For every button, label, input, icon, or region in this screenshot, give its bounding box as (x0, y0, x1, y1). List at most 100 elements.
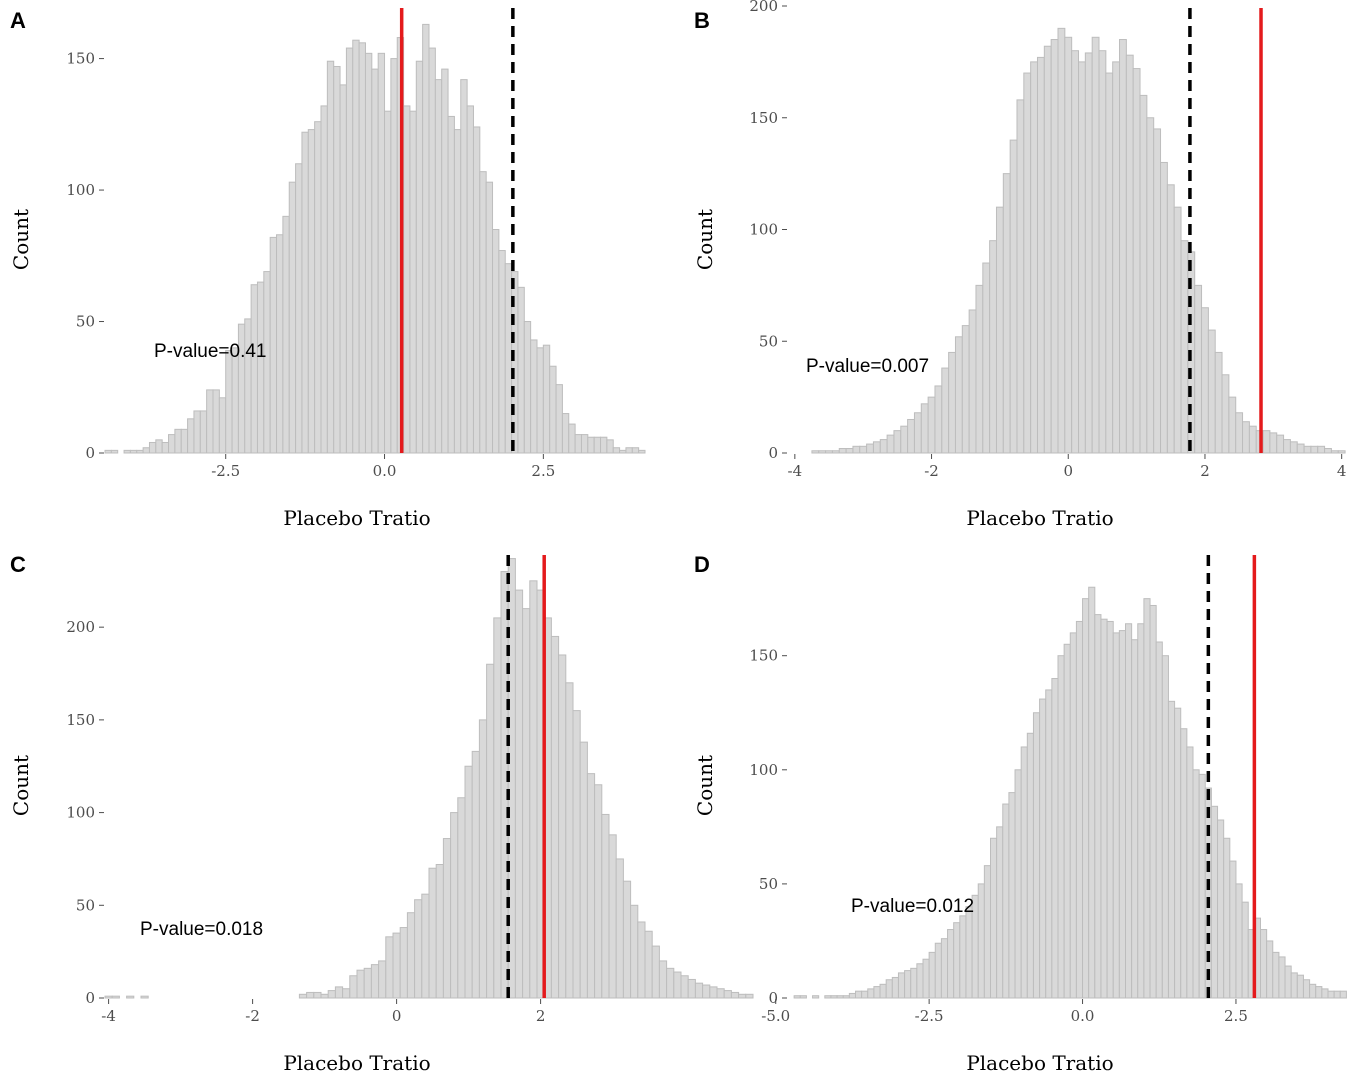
histogram-bar (263, 271, 271, 454)
histogram-bar (1167, 700, 1176, 999)
histogram-bar (282, 215, 290, 454)
histogram-bar (409, 110, 417, 454)
histogram-bar (1221, 374, 1230, 454)
histogram-bar (1075, 620, 1084, 999)
histogram-bar (1030, 61, 1038, 454)
histogram-bar (471, 750, 480, 999)
histogram-bar (225, 349, 233, 454)
histogram-bar (1324, 448, 1332, 454)
x-tick-label: -5.0 (761, 1007, 790, 1025)
histogram-bar (891, 976, 899, 999)
histogram-bar (485, 181, 494, 454)
histogram-bar (968, 309, 977, 454)
histogram-bar (1194, 284, 1203, 454)
histogram-bar (136, 449, 144, 454)
histogram-bar (371, 68, 379, 454)
x-axis-title: Placebo Tratio (966, 1051, 1113, 1075)
histogram-bar (244, 318, 252, 454)
histogram-bar (601, 813, 610, 999)
x-tick-label: 0.0 (373, 462, 397, 480)
histogram-bar (587, 436, 595, 454)
histogram-bar (1023, 72, 1032, 454)
histogram-bar (975, 284, 984, 454)
histogram-bar (1198, 773, 1206, 999)
x-tick-label: 2.5 (1224, 1007, 1248, 1025)
histogram-bar (1016, 99, 1025, 454)
histogram-bar (334, 986, 344, 999)
histogram-bar (709, 986, 718, 999)
histogram-bar (1026, 732, 1034, 999)
histogram-bar (1296, 974, 1304, 999)
panel-tag: C (10, 552, 26, 577)
histogram-bar (1228, 396, 1237, 454)
x-tick-label: 4 (1337, 462, 1347, 480)
histogram-bar (306, 991, 315, 999)
histogram-bar (504, 263, 513, 454)
histogram-bar (403, 105, 411, 454)
histogram-bar (422, 23, 430, 454)
histogram-bar (155, 439, 163, 454)
histogram-bar (1174, 707, 1182, 999)
histogram-bar (812, 995, 820, 999)
x-tick-label: -4 (101, 1007, 116, 1025)
histogram-bar (1094, 614, 1102, 999)
histogram-bar (1272, 951, 1280, 999)
histogram-bar (1192, 769, 1200, 999)
histogram-bar (1057, 27, 1066, 454)
panel-d: D 0 50 100 150 -5.0 -2.5 0.0 2.5 Placebo Tratio Co… (693, 552, 1347, 1075)
y-axis-title: Count (9, 209, 33, 270)
histogram-bar (631, 447, 640, 454)
histogram-bar (464, 765, 473, 999)
histogram-bar (447, 115, 455, 454)
histogram-bar (126, 995, 135, 999)
y-tick-label: 200 (66, 618, 95, 636)
histogram-bar (307, 129, 316, 454)
histogram-bar (1014, 769, 1022, 999)
histogram-bar (606, 439, 614, 454)
y-tick-label: 150 (66, 50, 95, 68)
histogram-bar (1071, 50, 1080, 454)
histogram-bar (831, 450, 840, 454)
histogram-bar (1078, 61, 1086, 454)
y-tick-label: 0 (85, 989, 95, 1007)
histogram-bar (1204, 787, 1212, 999)
histogram-bar (1088, 586, 1096, 999)
histogram-bar (1310, 445, 1319, 454)
histogram-bar (339, 84, 347, 454)
histogram-bar (1180, 240, 1189, 454)
histogram-bar (852, 445, 861, 454)
histogram-bar (867, 988, 875, 999)
histogram-bar (651, 945, 660, 999)
p-value-annotation: P-value=0.007 (806, 356, 929, 377)
histogram-bar (830, 995, 838, 999)
histogram-bar (982, 262, 991, 454)
histogram-bar (848, 992, 857, 999)
histogram-bar (1289, 441, 1298, 454)
histogram-bar (615, 858, 624, 999)
histogram-bar (907, 418, 915, 454)
histogram-bar (460, 79, 468, 454)
histogram-bar (961, 325, 970, 454)
histogram-bar (472, 126, 481, 454)
histogram-bar (295, 163, 303, 454)
histogram-bar (861, 990, 869, 999)
x-tick-label: 0 (1063, 462, 1073, 480)
histogram-bar (1051, 678, 1059, 999)
histogram-bar (187, 418, 195, 454)
histogram-bar (1242, 421, 1250, 454)
histogram-bar (555, 384, 563, 454)
histogram-bar (600, 436, 608, 454)
x-axis-title: Placebo Tratio (283, 1051, 430, 1075)
histogram-bar (825, 450, 833, 454)
histogram-bar (1084, 52, 1093, 454)
histogram-bar (983, 865, 992, 999)
histogram-bar (1002, 173, 1011, 454)
histogram-bar (1137, 623, 1145, 999)
histogram-bar (1303, 445, 1312, 454)
y-tick-label: 100 (749, 761, 778, 779)
histogram-bar (523, 321, 532, 454)
histogram-bar (1143, 598, 1151, 999)
x-tick-label: 0.0 (1071, 1007, 1095, 1025)
histogram-bar (1063, 643, 1071, 999)
histogram-bar (630, 904, 639, 999)
